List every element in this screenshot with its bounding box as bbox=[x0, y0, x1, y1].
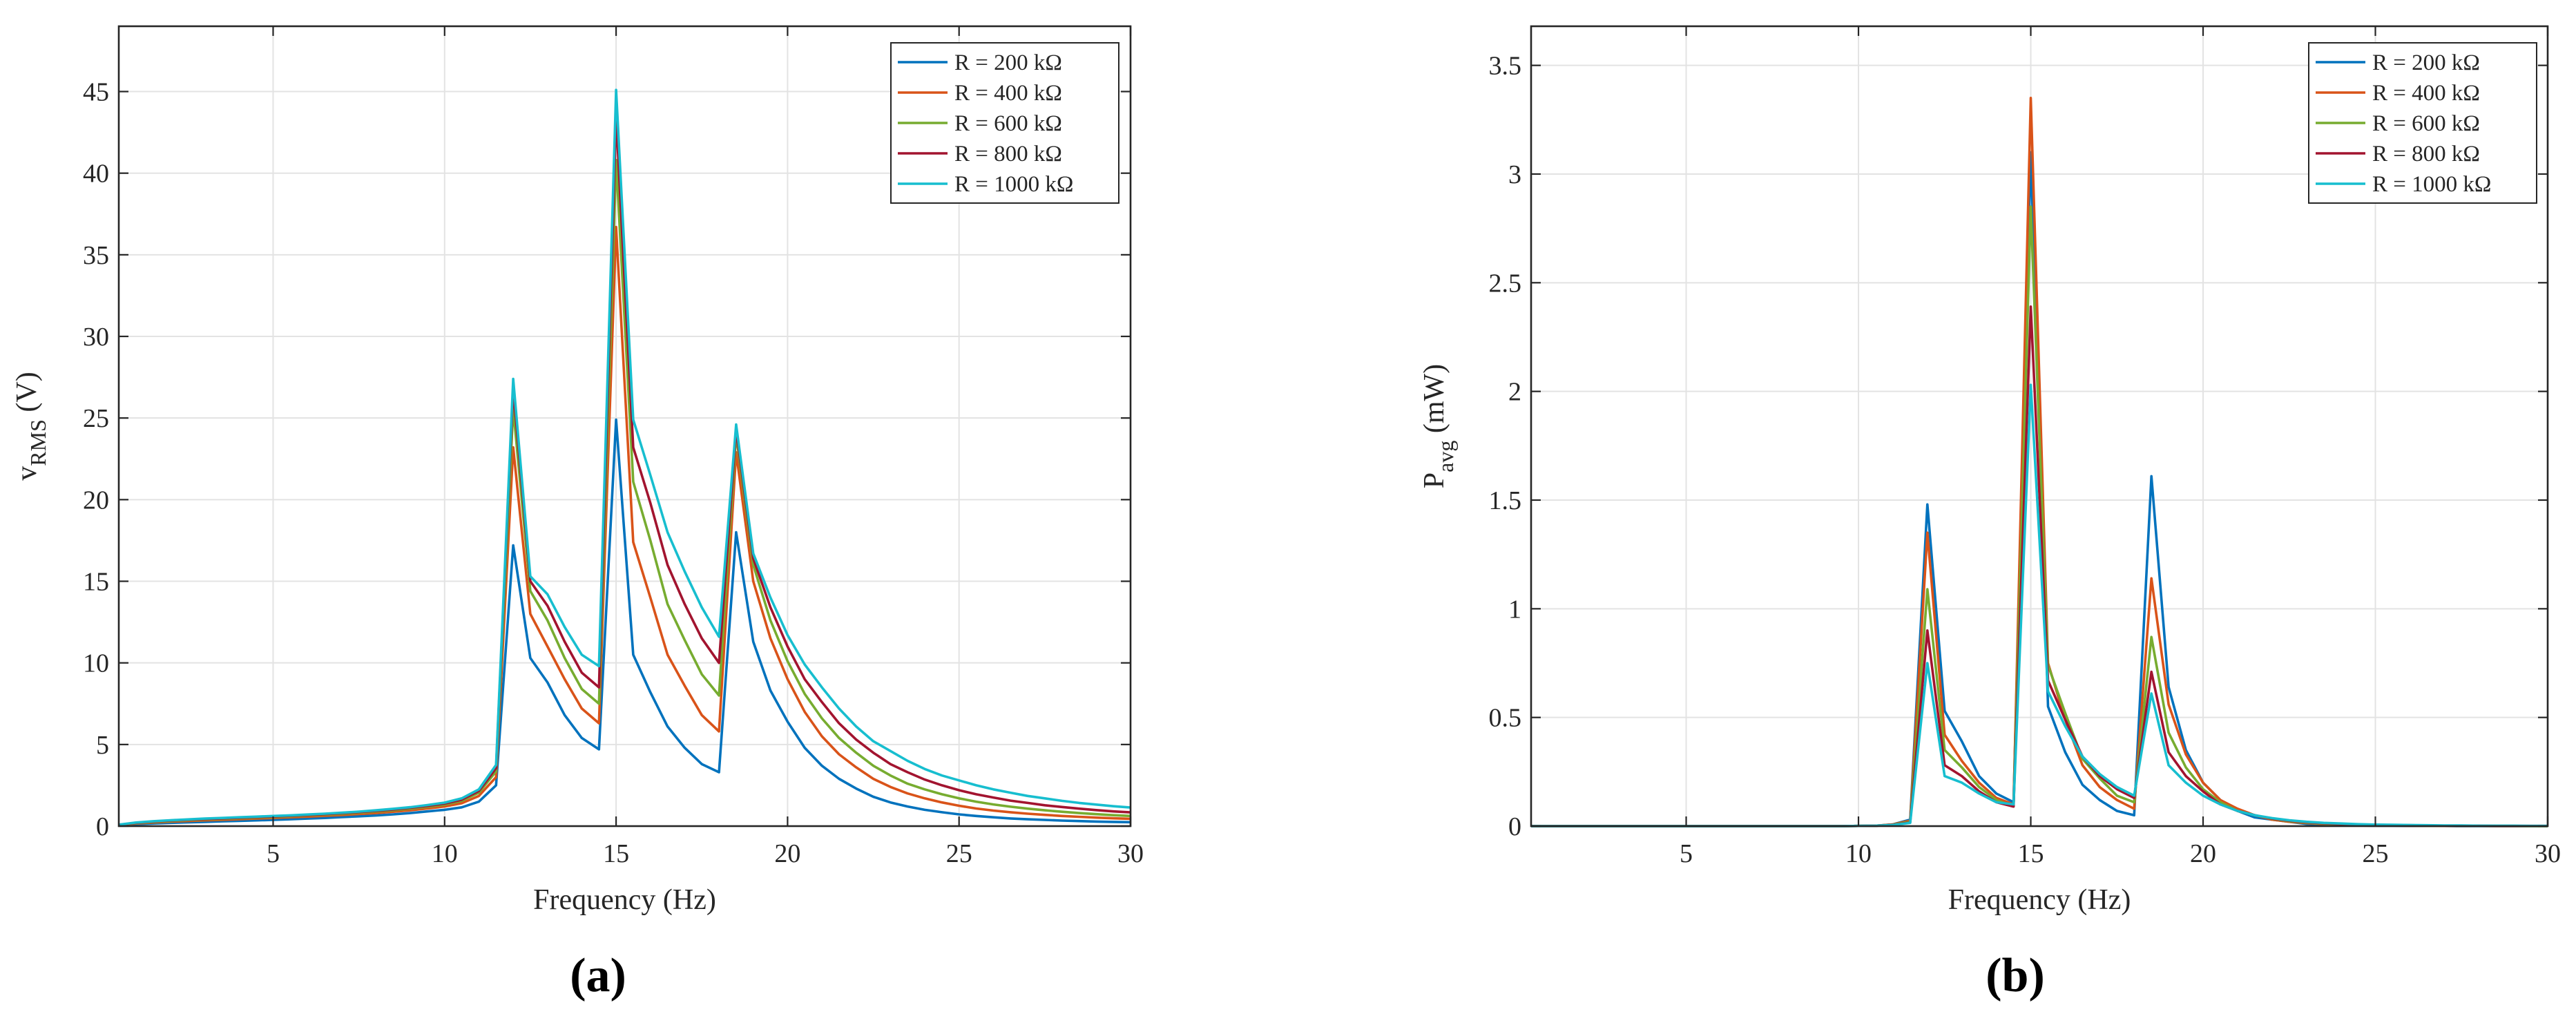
x-tick-label: 10 bbox=[432, 839, 458, 868]
y-tick-label: 1.5 bbox=[1489, 486, 1522, 515]
y-tick-label: 35 bbox=[83, 241, 109, 270]
y-tick-label: 20 bbox=[83, 486, 109, 515]
x-tick-label: 15 bbox=[603, 839, 629, 868]
x-tick-label: 25 bbox=[2363, 839, 2389, 868]
y-tick-label: 0 bbox=[96, 812, 109, 841]
legend-entry-4: R = 800 kΩ bbox=[2372, 142, 2480, 166]
legend-b: R = 200 kΩ R = 400 kΩ R = 600 kΩ R = 800 kΩ… bbox=[2308, 42, 2537, 204]
panel-label-a: (a) bbox=[570, 949, 626, 1002]
y-tick-label: 1 bbox=[1508, 595, 1521, 624]
y-tick-label: 40 bbox=[83, 160, 109, 189]
x-tick-label: 15 bbox=[2018, 839, 2044, 868]
legend-entry-1: R = 200 kΩ bbox=[954, 50, 1062, 75]
y-tick-label: 2 bbox=[1508, 378, 1521, 407]
legend-entry-5: R = 1000 kΩ bbox=[2372, 172, 2491, 197]
legend-entry-4: R = 800 kΩ bbox=[954, 142, 1062, 166]
y-tick-label: 45 bbox=[83, 78, 109, 107]
axes-frame-a bbox=[117, 25, 1132, 828]
chart-panel-b: 5 10 15 20 25 30 0 0.5 1 1.5 2 2.5 3 3.5 Frequency (Hz… bbox=[1419, 25, 2561, 916]
y-tick-label: 0 bbox=[1508, 812, 1521, 841]
y-axis-title-unit: (mW) bbox=[1419, 364, 1450, 441]
x-tick-label: 25 bbox=[946, 839, 972, 868]
y-axis-title-subscript: RMS bbox=[26, 419, 50, 466]
legend-entry-3: R = 600 kΩ bbox=[2372, 111, 2480, 136]
legend-entry-2: R = 400 kΩ bbox=[2372, 81, 2480, 106]
x-tick-label: 5 bbox=[267, 839, 280, 868]
y-tick-label: 15 bbox=[83, 568, 109, 597]
legend-entry-5: R = 1000 kΩ bbox=[954, 172, 1073, 197]
x-tick-label: 5 bbox=[1680, 839, 1693, 868]
y-tick-label: 3 bbox=[1508, 160, 1521, 189]
y-tick-label: 10 bbox=[83, 649, 109, 678]
y-tick-label: 0.5 bbox=[1489, 704, 1522, 733]
y-axis-title-unit: (V) bbox=[11, 372, 43, 419]
x-axis-title: Frequency (Hz) bbox=[533, 884, 716, 916]
y-axis-title-subscript: avg bbox=[1433, 441, 1458, 472]
x-axis-title: Frequency (Hz) bbox=[1948, 884, 2131, 916]
y-tick-label: 30 bbox=[83, 323, 109, 352]
axes-frame-b bbox=[1530, 25, 2549, 828]
legend-entry-3: R = 600 kΩ bbox=[954, 111, 1062, 136]
chart-panel-a: 5 10 15 20 25 30 0 5 10 15 20 25 30 35 40 45 Frequency (… bbox=[11, 25, 1144, 916]
legend-a: R = 200 kΩ R = 400 kΩ R = 600 kΩ R = 800 kΩ… bbox=[890, 42, 1119, 204]
legend-entry-2: R = 400 kΩ bbox=[954, 81, 1062, 106]
x-tick-label: 10 bbox=[1845, 839, 1872, 868]
y-tick-label: 3.5 bbox=[1489, 52, 1522, 81]
legend-entry-1: R = 200 kΩ bbox=[2372, 50, 2480, 75]
series-line-1 bbox=[118, 418, 1131, 827]
y-tick-label: 5 bbox=[96, 731, 109, 760]
x-tick-label: 20 bbox=[2190, 839, 2216, 868]
y-axis-title: Pavg (mW) bbox=[1419, 364, 1458, 488]
x-tick-label: 30 bbox=[2535, 839, 2561, 868]
panel-label-b: (b) bbox=[1986, 949, 2045, 1002]
y-tick-label: 25 bbox=[83, 404, 109, 433]
x-tick-label: 20 bbox=[774, 839, 800, 868]
y-axis-title-main: v bbox=[11, 466, 43, 481]
y-axis-title: vRMS (V) bbox=[11, 372, 50, 480]
x-tick-label: 30 bbox=[1117, 839, 1144, 868]
series-line-5 bbox=[118, 88, 1131, 826]
y-axis-title-main: P bbox=[1419, 472, 1450, 488]
y-tick-label: 2.5 bbox=[1489, 269, 1522, 298]
